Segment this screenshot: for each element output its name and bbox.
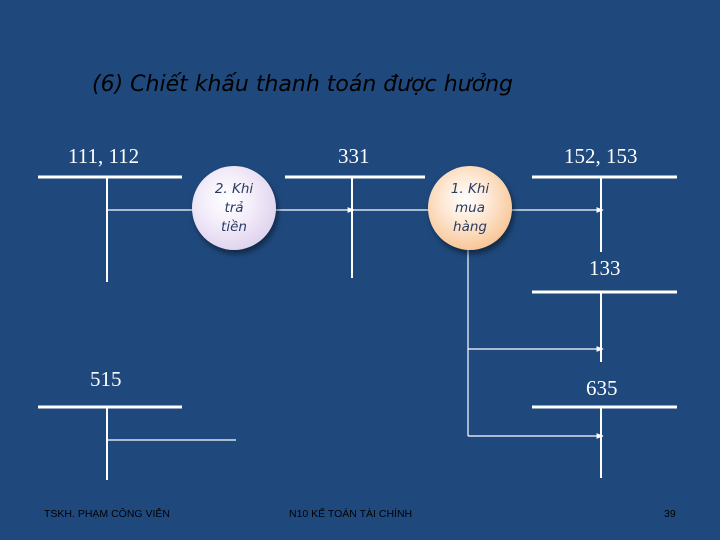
account-label-331: 331 xyxy=(338,144,370,168)
account-label-515: 515 xyxy=(90,367,122,391)
account-label-111-112: 111, 112 xyxy=(68,144,140,168)
account-label-133: 133 xyxy=(589,256,621,280)
step-circle-buy-line-1: 1. Khi xyxy=(450,180,490,197)
footer-page-number: 39 xyxy=(664,508,676,520)
step-circle-buy: 1. Khi mua hàng xyxy=(428,166,512,250)
slide-title: (6) Chiết khấu thanh toán được hưởng xyxy=(92,72,513,97)
step-circle-pay-line-3: tiền xyxy=(221,218,247,235)
step-circle-pay-line-2: trả xyxy=(224,199,244,216)
footer-author: TSKH. PHẠM CÔNG VIỄN xyxy=(44,508,171,520)
step-circle-buy-line-3: hàng xyxy=(453,218,487,235)
account-label-635: 635 xyxy=(586,376,618,400)
step-circle-buy-line-2: mua xyxy=(455,199,485,216)
step-circle-pay-line-1: 2. Khi xyxy=(214,180,254,197)
account-label-152-153: 152, 153 xyxy=(564,144,638,168)
footer-course: N10 KẾ TOÁN TÀI CHÍNH xyxy=(289,508,413,520)
step-circle-pay: 2. Khi trả tiền xyxy=(192,166,276,250)
